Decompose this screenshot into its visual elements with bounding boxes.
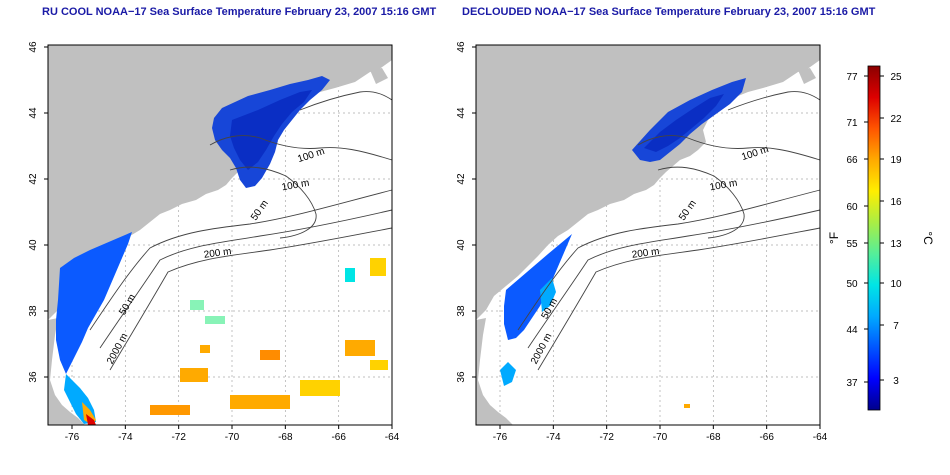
latitude-tick-label: 36 (456, 371, 467, 383)
right-map-title: DECLOUDED NOAA−17 Sea Surface Temperatur… (462, 6, 876, 18)
longitude-tick-label: -72 (599, 432, 614, 443)
fahrenheit-tick-label: 50 (846, 279, 858, 290)
longitude-tick-label: -74 (118, 432, 133, 443)
celsius-tick-label: 19 (890, 155, 902, 166)
latitude-tick-label: 42 (456, 173, 467, 185)
longitude-tick-label: -74 (546, 432, 561, 443)
left-sst-overlay (56, 76, 388, 425)
depth-contour-label: 100 m (281, 178, 310, 194)
longitude-tick-label: -68 (278, 432, 293, 443)
latitude-tick-label: 38 (456, 305, 467, 317)
depth-contour-label: 200 m (203, 246, 232, 261)
fahrenheit-unit-label: °F (827, 232, 841, 244)
latitude-tick-label: 44 (456, 107, 467, 119)
longitude-tick-label: -70 (225, 432, 240, 443)
latitude-tick-label: 40 (28, 239, 39, 251)
fahrenheit-tick-label: 44 (846, 325, 858, 336)
latitude-tick-label: 38 (28, 305, 39, 317)
celsius-tick-label: 13 (890, 239, 902, 250)
right-y-axis: 46 44 42 40 38 36 (456, 41, 476, 383)
fahrenheit-tick-label: 37 (846, 378, 858, 389)
right-x-axis: -76 -74 -72 -70 -68 -66 -64 (493, 425, 828, 443)
left-map-title: RU COOL NOAA−17 Sea Surface Temperature … (42, 6, 437, 18)
longitude-tick-label: -68 (706, 432, 721, 443)
celsius-unit-label: °C (921, 231, 935, 245)
colorbar-gradient (867, 65, 881, 411)
longitude-tick-label: -72 (171, 432, 186, 443)
left-x-axis: -76 -74 -72 -70 -68 -66 -64 (65, 425, 400, 443)
fahrenheit-tick-label: 55 (846, 239, 858, 250)
left-y-axis: 46 44 42 40 38 36 (28, 41, 48, 383)
longitude-tick-label: -76 (65, 432, 80, 443)
colorbar-celsius-ticks: 25 22 19 16 13 10 7 3 (880, 72, 902, 387)
left-bathymetry-contours (89, 91, 393, 371)
left-land-mask (48, 45, 392, 425)
longitude-tick-label: -66 (331, 432, 346, 443)
right-sst-overlay (500, 78, 746, 408)
latitude-tick-label: 36 (28, 371, 39, 383)
longitude-tick-label: -76 (493, 432, 508, 443)
latitude-tick-label: 40 (456, 239, 467, 251)
fahrenheit-tick-label: 77 (846, 72, 858, 83)
celsius-tick-label: 25 (890, 72, 902, 83)
right-bathymetry-contours (517, 91, 821, 371)
right-land-mask (476, 45, 820, 425)
colorbar-fahrenheit-ticks: 77 71 66 60 55 50 44 37 (846, 72, 868, 389)
right-map-frame (475, 44, 821, 426)
latitude-tick-label: 42 (28, 173, 39, 185)
fahrenheit-tick-label: 71 (846, 118, 858, 129)
longitude-tick-label: -64 (813, 432, 828, 443)
depth-contour-label: 200 m (631, 246, 660, 261)
celsius-tick-label: 16 (890, 197, 902, 208)
celsius-tick-label: 10 (890, 279, 902, 290)
longitude-tick-label: -66 (759, 432, 774, 443)
left-map-frame (47, 44, 393, 426)
celsius-tick-label: 3 (893, 376, 899, 387)
latitude-tick-label: 44 (28, 107, 39, 119)
latitude-tick-label: 46 (456, 41, 467, 53)
temperature-colorbar: 77 71 66 60 55 50 44 37 25 22 19 16 13 10 7 3 °F °C (827, 65, 935, 411)
celsius-tick-label: 22 (890, 114, 902, 125)
longitude-tick-label: -64 (385, 432, 400, 443)
fahrenheit-tick-label: 60 (846, 202, 858, 213)
fahrenheit-tick-label: 66 (846, 155, 858, 166)
latitude-tick-label: 46 (28, 41, 39, 53)
celsius-tick-label: 7 (893, 321, 899, 332)
longitude-tick-label: -70 (653, 432, 668, 443)
depth-contour-label: 100 m (709, 178, 738, 194)
